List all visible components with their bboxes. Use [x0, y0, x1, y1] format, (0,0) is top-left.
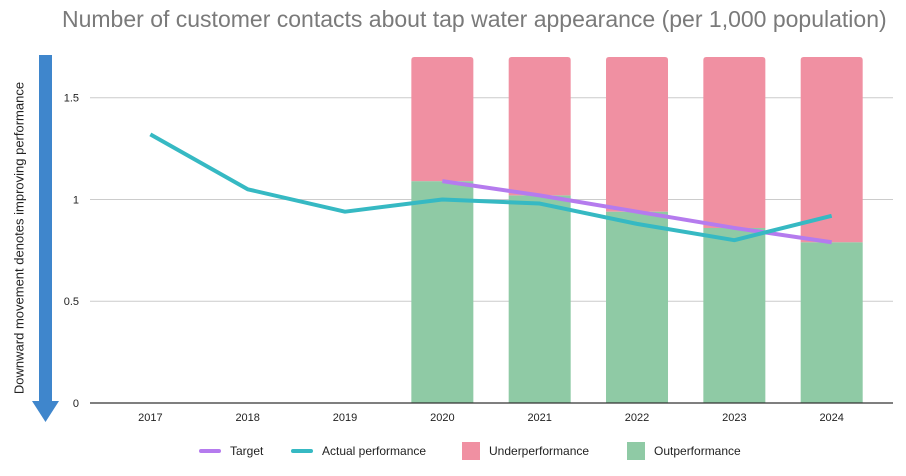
- legend-swatch-actual: [291, 449, 313, 453]
- x-tick-label: 2019: [333, 412, 357, 424]
- bar-outperformance: [606, 211, 669, 403]
- legend-item-target: Target: [199, 441, 263, 461]
- arrow-head: [32, 401, 59, 422]
- bar-outperformance: [508, 195, 571, 403]
- y-tick-label: 0.5: [64, 296, 79, 308]
- legend: Target Actual performance Underperforman…: [0, 441, 906, 461]
- legend-swatch-outperformance: [627, 442, 645, 460]
- x-tick-label: 2021: [527, 412, 551, 424]
- arrow-shaft: [39, 55, 52, 402]
- x-tick-label: 2017: [138, 412, 162, 424]
- x-tick-label: 2024: [819, 412, 843, 424]
- legend-label-actual: Actual performance: [322, 444, 427, 458]
- legend-item-underperformance: Underperformance: [462, 441, 589, 461]
- bar-underperformance: [508, 57, 571, 196]
- x-tick-label: 2022: [625, 412, 649, 424]
- legend-label-underperformance: Underperformance: [489, 444, 590, 458]
- y-tick-label: 1.5: [64, 93, 79, 105]
- y-tick-label: 1: [73, 194, 79, 206]
- bar-outperformance: [800, 242, 863, 403]
- chart-title: Number of customer contacts about tap wa…: [62, 6, 887, 32]
- legend-item-actual: Actual performance: [291, 441, 426, 461]
- legend-label-target: Target: [230, 444, 264, 458]
- x-tick-label: 2023: [722, 412, 746, 424]
- legend-label-outperformance: Outperformance: [654, 444, 741, 458]
- x-tick-label: 2020: [430, 412, 454, 424]
- bar-underperformance: [411, 57, 474, 182]
- bar-underperformance: [703, 57, 766, 228]
- bar-outperformance: [703, 227, 766, 403]
- bar-underperformance: [800, 57, 863, 243]
- y-tick-label: 0: [73, 398, 79, 410]
- legend-item-outperformance: Outperformance: [627, 441, 741, 461]
- bar-outperformance: [411, 181, 474, 403]
- legend-swatch-underperformance: [462, 442, 480, 460]
- legend-swatch-target: [199, 449, 221, 453]
- performance-direction-arrow: [32, 55, 59, 422]
- line-actual-performance: [149, 132, 833, 243]
- x-tick-label: 2018: [235, 412, 259, 424]
- bar-underperformance: [606, 57, 669, 212]
